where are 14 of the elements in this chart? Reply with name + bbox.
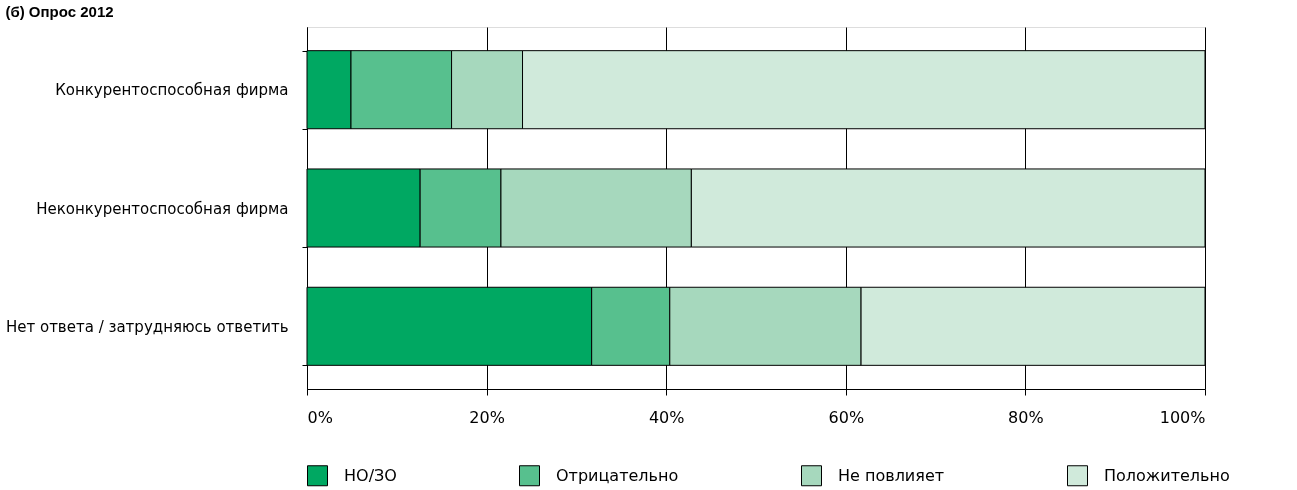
x-tick-label: 100% <box>1159 407 1206 427</box>
x-tick-label: 20% <box>469 407 505 427</box>
x-tick-label: 0% <box>307 407 333 427</box>
x-tick-label: 40% <box>648 407 685 427</box>
legend-label: Отрицательно <box>556 465 679 485</box>
legend-label: НО/ЗО <box>344 465 397 485</box>
y-tick-label: Конкурентоспособная фирма <box>55 81 289 100</box>
x-tick-label: 60% <box>828 407 865 427</box>
text: (б) Опрос 2012 <box>5 3 114 20</box>
legend-label: Не повлияет <box>838 465 945 485</box>
y-tick-label: Нет ответа / затрудняюсь ответить <box>5 317 289 336</box>
x-tick-label: 80% <box>1008 407 1044 427</box>
legend-label: Положительно <box>1104 465 1230 485</box>
y-tick-label: Неконкурентоспособная фирма <box>36 199 289 218</box>
